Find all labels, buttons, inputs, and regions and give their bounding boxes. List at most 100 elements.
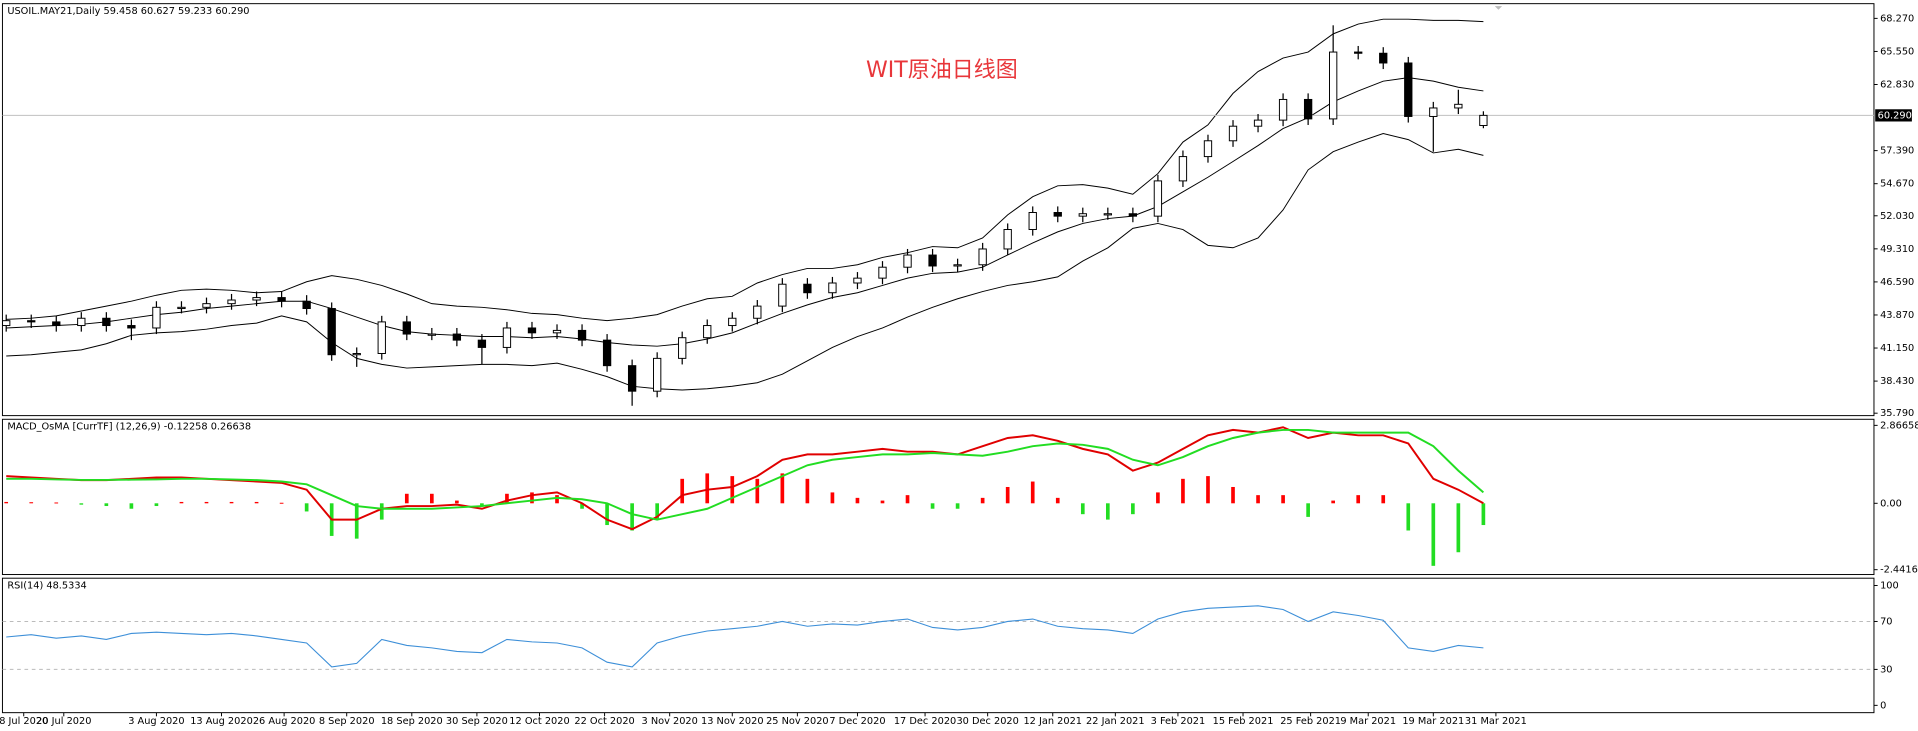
panel-legend: MACD_OsMA [CurrTF] (12,26,9) -0.12258 0.…	[7, 422, 251, 433]
osma-bar	[1306, 503, 1310, 517]
x-tick-label: 13 Aug 2020	[190, 716, 253, 727]
candle-body	[52, 321, 61, 327]
y-tick-label: 62.830	[1880, 80, 1914, 91]
osma-bar	[1206, 476, 1210, 504]
bollinger-band	[6, 77, 1484, 347]
candle-body	[1103, 213, 1112, 216]
candle-body	[2, 320, 11, 327]
osma-bar	[1281, 495, 1285, 504]
candle-body	[953, 264, 962, 267]
bollinger-band	[6, 18, 1484, 322]
candle-body	[127, 325, 136, 329]
candle-body	[728, 317, 737, 327]
osma-bar	[279, 502, 284, 504]
osma-bar	[480, 503, 484, 507]
x-tick-label: 19 Mar 2021	[1402, 716, 1464, 727]
candle-body	[327, 308, 336, 356]
candle-body	[1354, 51, 1363, 54]
x-tick-label: 26 Aug 2020	[253, 716, 316, 727]
candle-body	[77, 317, 86, 327]
candle-body	[177, 306, 186, 310]
candle-body	[552, 329, 562, 334]
current-price-box	[1875, 109, 1912, 122]
candle-body	[352, 353, 361, 356]
candle-body	[1253, 119, 1263, 127]
osma-bar	[1356, 495, 1361, 504]
osma-bar	[1406, 503, 1411, 531]
y-tick-label: 65.550	[1880, 46, 1914, 57]
y-tick-label: 46.590	[1880, 277, 1914, 288]
candle-body	[1203, 140, 1213, 158]
osma-bar	[530, 492, 534, 504]
x-tick-label: 18 Sep 2020	[381, 716, 443, 727]
candle-body	[27, 320, 36, 323]
candle-body	[778, 283, 787, 307]
candle-body	[1178, 156, 1188, 182]
candle-body	[1303, 98, 1313, 120]
osma-bar	[1231, 486, 1235, 504]
candle-body	[452, 333, 462, 341]
osma-bar	[605, 503, 609, 526]
x-tick-label: 30 Sep 2020	[446, 716, 508, 727]
candle-body	[377, 321, 386, 354]
candle-body	[1003, 229, 1012, 250]
osma-bar	[254, 501, 259, 504]
candle-body	[202, 303, 211, 308]
x-tick-label: 22 Oct 2020	[574, 716, 634, 727]
osma-bar	[1156, 492, 1160, 504]
x-tick-label: 3 Aug 2020	[128, 716, 184, 727]
candle-body	[1404, 62, 1413, 117]
candle-body	[277, 297, 286, 302]
x-tick-label: 25 Feb 2021	[1280, 716, 1341, 727]
x-tick-label: 25 Nov 2020	[766, 716, 829, 727]
y-tick-label: 41.150	[1880, 343, 1914, 354]
candle-body	[803, 283, 812, 294]
panel-frame	[1, 3, 1875, 417]
y-tick-label: -2.44166	[1880, 565, 1918, 576]
x-tick-label: 12 Oct 2020	[509, 716, 569, 727]
y-tick-label: 0.00	[1880, 498, 1902, 509]
osma-bar	[1030, 481, 1035, 504]
y-tick-label: 54.670	[1880, 179, 1914, 190]
candle-body	[1128, 213, 1138, 217]
x-tick-label: 8 Sep 2020	[319, 716, 375, 727]
candle-body	[928, 254, 937, 267]
candle-body	[903, 254, 912, 268]
candle-body	[527, 327, 537, 334]
osma-bar	[404, 493, 409, 504]
candle-body	[653, 357, 662, 392]
annotation: WIT原油日线图	[866, 58, 1018, 83]
osma-bar	[354, 503, 359, 539]
x-tick-label: 8 Jul 2020	[0, 716, 48, 727]
y-tick-label: 57.390	[1880, 146, 1914, 157]
candle-body	[853, 277, 862, 284]
osma-bar	[680, 478, 685, 504]
osma-bar	[880, 500, 885, 504]
osma-bar	[229, 501, 234, 504]
candle-body	[102, 317, 111, 327]
candle-body	[252, 297, 261, 301]
y-tick-label: 35.790	[1880, 408, 1914, 419]
candle-body	[1278, 98, 1288, 121]
osma-bar	[555, 495, 559, 504]
y-tick-label: 0	[1880, 700, 1886, 711]
candle-body	[502, 327, 512, 348]
osma-bar	[54, 502, 59, 504]
candle-body	[477, 339, 487, 348]
shift-marker	[1494, 6, 1503, 10]
osma-bar	[1481, 503, 1486, 526]
osma-bar	[830, 492, 835, 504]
osma-bar	[730, 476, 735, 504]
osma-bar	[204, 501, 209, 504]
candle-body	[427, 333, 436, 336]
osma-bar	[805, 478, 810, 504]
y-tick-label: 70	[1880, 616, 1892, 627]
y-tick-label: 52.030	[1880, 211, 1914, 222]
osma-bar	[630, 503, 634, 531]
osma-bar	[1080, 503, 1085, 515]
x-tick-label: 9 Mar 2021	[1340, 716, 1396, 727]
osma-bar	[1131, 503, 1135, 515]
macd-line	[6, 428, 1485, 521]
